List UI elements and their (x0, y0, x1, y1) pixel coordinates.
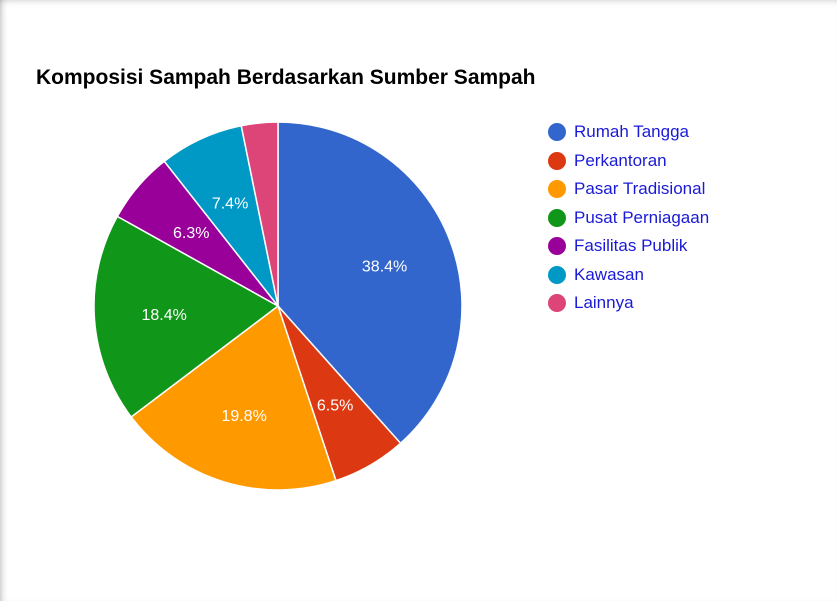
pie-slice-lainnya[interactable] (240, 121, 279, 307)
legend-item-rumah-tangga[interactable]: Rumah Tangga (548, 118, 709, 147)
chart-title: Komposisi Sampah Berdasarkan Sumber Samp… (36, 66, 536, 89)
legend-swatch-pusat-perniagaan (548, 208, 566, 227)
slice-label-pusat-perniagaan: 18.4% (142, 307, 187, 324)
chart-legend: Rumah Tangga Perkantoran Pasar Tradisional… (548, 118, 709, 318)
legend-swatch-kawasan (548, 265, 566, 284)
legend-item-pusat-perniagaan[interactable]: Pusat Perniagaan (548, 204, 709, 233)
legend-item-pasar-tradisional[interactable]: Pasar Tradisional (548, 175, 709, 204)
slice-label-perkantoran: 6.5% (317, 398, 353, 415)
legend-item-lainnya[interactable]: Lainnya (548, 289, 709, 318)
legend-label-fasilitas-publik: Fasilitas Publik (574, 236, 688, 256)
legend-swatch-perkantoran (548, 151, 566, 170)
legend-item-kawasan[interactable]: Kawasan (548, 261, 709, 290)
pie-slice-pasar-tradisional[interactable] (130, 304, 337, 491)
slice-label-pasar-tradisional: 19.8% (221, 408, 266, 425)
legend-swatch-fasilitas-publik (548, 237, 566, 256)
legend-label-pasar-tradisional: Pasar Tradisional (574, 179, 706, 199)
legend-swatch-lainnya (548, 294, 566, 313)
legend-label-lainnya: Lainnya (574, 293, 634, 313)
slice-label-fasilitas-publik: 6.3% (173, 225, 209, 242)
legend-item-perkantoran[interactable]: Perkantoran (548, 147, 709, 176)
pie-slice-pusat-perniagaan[interactable] (93, 215, 280, 418)
slice-label-kawasan: 7.4% (212, 195, 248, 212)
legend-swatch-rumah-tangga (548, 123, 566, 142)
legend-item-fasilitas-publik[interactable]: Fasilitas Publik (548, 232, 709, 261)
legend-label-pusat-perniagaan: Pusat Perniagaan (574, 207, 710, 227)
legend-label-perkantoran: Perkantoran (574, 150, 667, 170)
legend-swatch-pasar-tradisional (548, 180, 566, 199)
pie-slice-rumah-tangga[interactable] (277, 121, 463, 445)
legend-label-rumah-tangga: Rumah Tangga (574, 122, 689, 142)
slice-label-rumah-tangga: 38.4% (362, 258, 407, 275)
legend-label-kawasan: Kawasan (574, 264, 644, 284)
